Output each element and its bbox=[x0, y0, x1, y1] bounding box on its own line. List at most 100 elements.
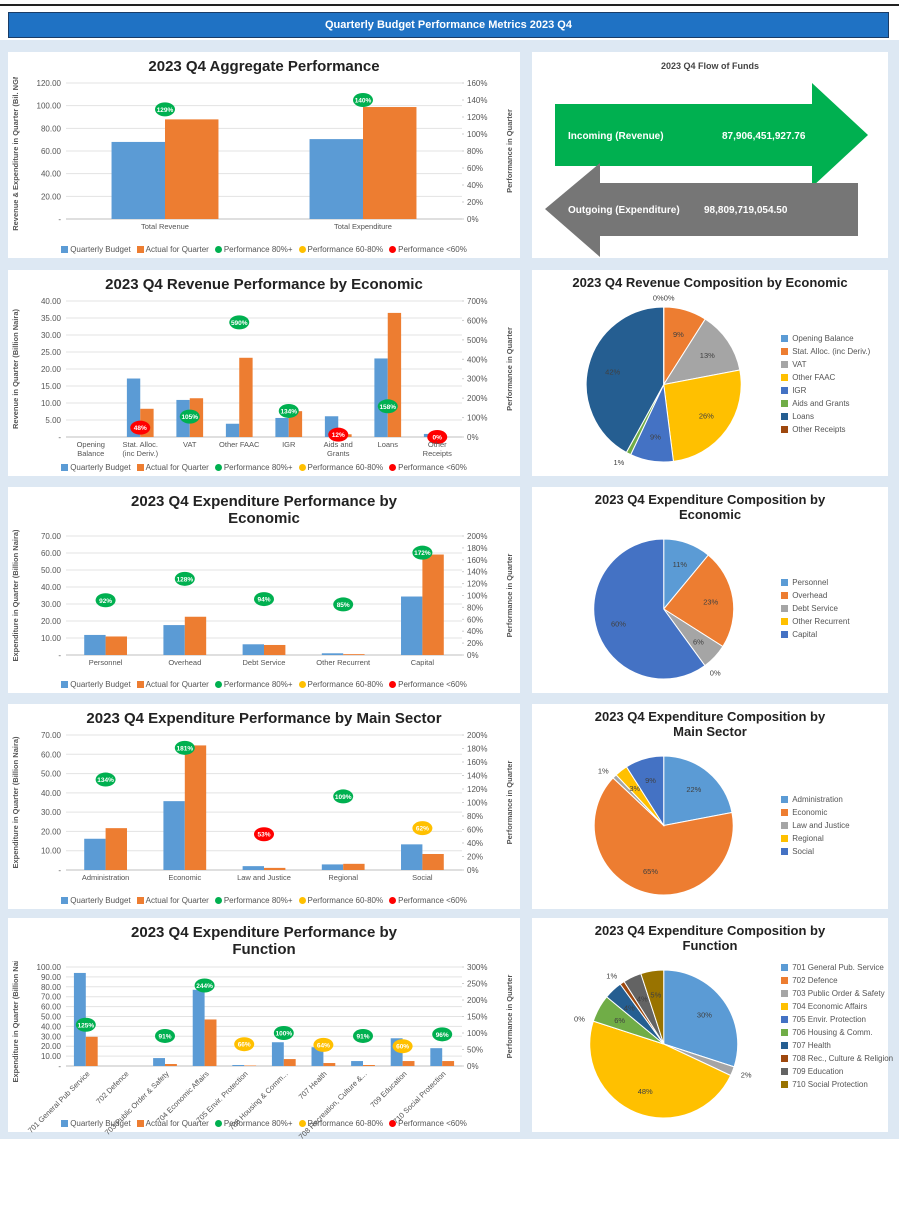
y2-tick-label: 180% bbox=[467, 745, 487, 754]
legend-swatch bbox=[781, 413, 788, 420]
legend-swatch bbox=[781, 605, 788, 612]
legend-swatch bbox=[781, 835, 788, 842]
y2-tick-label: 160% bbox=[467, 758, 487, 767]
legend-item: Actual for Quarter bbox=[137, 463, 209, 472]
legend-label: IGR bbox=[792, 386, 806, 395]
legend-label: 705 Envir. Protection bbox=[792, 1015, 866, 1024]
performance-label: 66% bbox=[238, 1041, 251, 1048]
dashboard-title: Quarterly Budget Performance Metrics 202… bbox=[8, 12, 889, 38]
bar bbox=[243, 644, 264, 655]
performance-label: 91% bbox=[356, 1033, 369, 1040]
x-tick-label: Opening Balance bbox=[66, 441, 116, 458]
legend-label: Performance <60% bbox=[398, 680, 467, 689]
y2-tick-label: 40% bbox=[467, 839, 483, 848]
bar bbox=[226, 424, 239, 437]
legend-label: Other Receipts bbox=[792, 425, 845, 434]
slice-label: 5% bbox=[650, 990, 661, 999]
bar bbox=[422, 554, 443, 654]
slice-label: 13% bbox=[700, 351, 715, 360]
legend-label: Law and Justice bbox=[792, 821, 849, 830]
y2-tick-label: 200% bbox=[467, 532, 487, 541]
legend-swatch bbox=[215, 1120, 222, 1127]
page: Quarterly Budget Performance Metrics 202… bbox=[0, 0, 899, 1139]
performance-label: 128% bbox=[176, 576, 193, 583]
bar bbox=[232, 1065, 244, 1066]
incoming-label: Incoming (Revenue) bbox=[568, 131, 664, 142]
legend-label: Personnel bbox=[792, 578, 828, 587]
y-tick-label: - bbox=[58, 1062, 61, 1071]
legend-swatch bbox=[389, 897, 396, 904]
legend-swatch bbox=[61, 246, 68, 253]
y-tick-label: - bbox=[58, 215, 61, 224]
top-rule bbox=[0, 4, 899, 6]
slice-label: 0% bbox=[653, 294, 664, 303]
y-tick-label: - bbox=[58, 866, 61, 875]
legend-item: Quarterly Budget bbox=[61, 680, 130, 689]
chart-title: 2023 Q4 Expenditure Performance by Main … bbox=[86, 710, 441, 727]
legend-swatch bbox=[781, 977, 788, 984]
legend-item: 708 Rec., Culture & Religion bbox=[781, 1054, 893, 1063]
bar bbox=[165, 1064, 177, 1066]
legend-item: Social bbox=[781, 847, 849, 856]
x-tick-label: Personnel bbox=[66, 659, 145, 667]
legend-label: Performance 80%+ bbox=[224, 245, 293, 254]
performance-label: 172% bbox=[414, 550, 431, 557]
slice-label: 0% bbox=[574, 1014, 585, 1023]
chart-title: 2023 Q4 Expenditure Performance by Econo… bbox=[99, 493, 429, 528]
bar bbox=[205, 1019, 217, 1066]
legend-item: Performance <60% bbox=[389, 463, 467, 472]
y2-tick-label: 180% bbox=[467, 543, 487, 552]
legend-label: Quarterly Budget bbox=[70, 463, 130, 472]
chart-title: 2023 Q4 Revenue Performance by Economic bbox=[105, 276, 423, 293]
slice-label: 42% bbox=[605, 367, 620, 376]
legend-label: 706 Housing & Comm. bbox=[792, 1028, 872, 1037]
x-tick-label: Social bbox=[383, 874, 462, 882]
slice-label: 48% bbox=[638, 1087, 653, 1096]
chart-panel: 2023 Q4 Expenditure Composition by Econo… bbox=[532, 487, 888, 693]
y2-tick-label: 0% bbox=[467, 866, 479, 875]
y2-tick-label: 60% bbox=[467, 615, 483, 624]
legend-item: Performance 60-80% bbox=[299, 680, 384, 689]
y-tick-label: 30.00 bbox=[41, 808, 62, 817]
bar bbox=[363, 107, 416, 219]
legend-swatch bbox=[389, 246, 396, 253]
bar bbox=[243, 866, 264, 870]
legend-swatch bbox=[781, 964, 788, 971]
slice-label: 23% bbox=[703, 597, 718, 606]
slice-label: 11% bbox=[673, 560, 688, 569]
performance-label: 64% bbox=[317, 1042, 330, 1049]
legend-label: Performance 60-80% bbox=[308, 680, 384, 689]
y2-tick-label: 100% bbox=[467, 130, 487, 139]
y-tick-label: 60.00 bbox=[41, 147, 62, 156]
chart-title: 2023 Q4 Expenditure Composition by Econo… bbox=[590, 493, 830, 523]
performance-label: 12% bbox=[332, 432, 345, 439]
legend-label: Performance <60% bbox=[398, 1119, 467, 1128]
legend-swatch bbox=[215, 897, 222, 904]
legend-label: Actual for Quarter bbox=[146, 680, 209, 689]
legend-label: Regional bbox=[792, 834, 824, 843]
legend-label: Administration bbox=[792, 795, 843, 804]
flow-panel: 2023 Q4 Flow of Funds Incoming (Revenue)… bbox=[532, 52, 888, 258]
bar bbox=[163, 801, 184, 870]
chart-title: 2023 Q4 Aggregate Performance bbox=[148, 58, 379, 75]
slice-label: 1% bbox=[598, 766, 609, 775]
plot-area: 30%2%48%0%6%4%1%4%5%701 General Pub. Ser… bbox=[532, 956, 888, 1132]
x-tick-label: IGR bbox=[264, 441, 314, 449]
legend-item: Loans bbox=[781, 412, 870, 421]
bar bbox=[343, 864, 364, 870]
performance-label: 590% bbox=[231, 320, 248, 327]
slice-label: 9% bbox=[650, 432, 661, 441]
bar bbox=[106, 636, 127, 655]
chart-title: 2023 Q4 Expenditure Composition by Funct… bbox=[580, 924, 840, 954]
legend-item: Stat. Alloc. (inc Deriv.) bbox=[781, 347, 870, 356]
legend-label: Capital bbox=[792, 630, 817, 639]
legend-item: Quarterly Budget bbox=[61, 245, 130, 254]
x-tick-label: Total Expenditure bbox=[264, 223, 462, 231]
legend-swatch bbox=[781, 348, 788, 355]
bar bbox=[401, 596, 422, 654]
